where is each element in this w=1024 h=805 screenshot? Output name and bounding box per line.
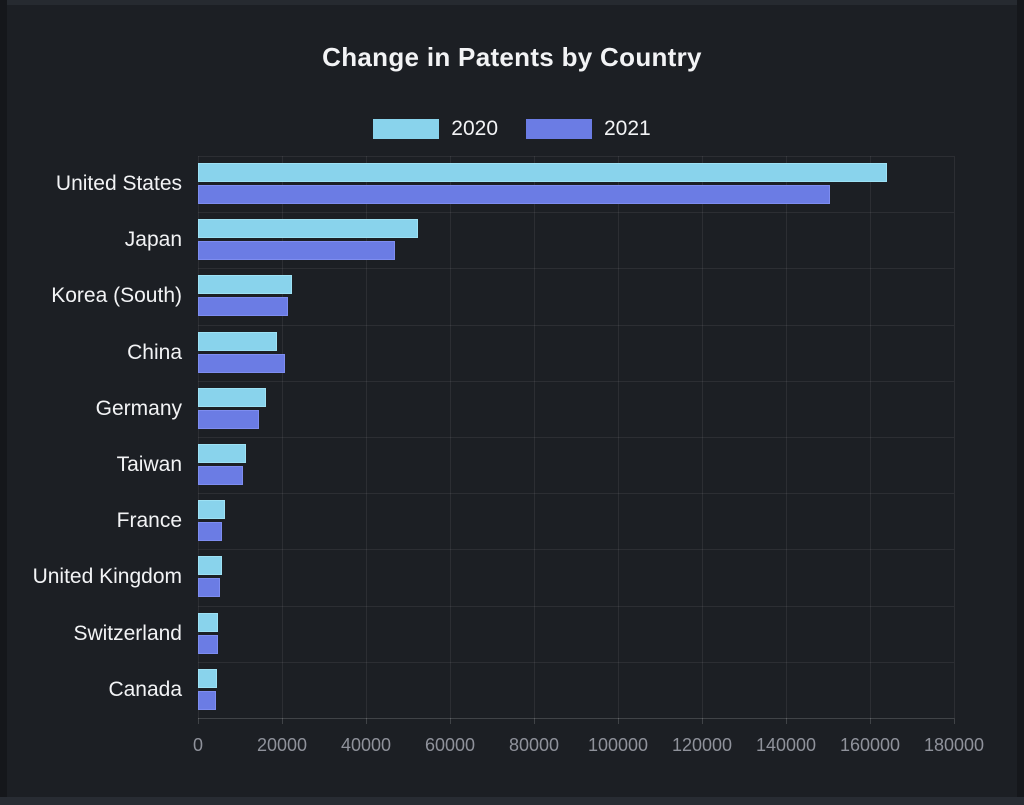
bar-switzerland-2021[interactable] [198,635,218,654]
bar-japan-2020[interactable] [198,219,418,238]
horizontal-gridline [198,268,954,269]
category-label-korea-south: Korea (South) [51,284,182,308]
category-label-france: France [116,509,182,533]
x-axis-tick-label: 20000 [256,735,308,755]
horizontal-gridline [198,662,954,663]
horizontal-gridline [198,325,954,326]
x-axis-tick-mark [702,718,703,724]
category-label-taiwan: Taiwan [116,453,182,477]
x-axis-tick-label: 140000 [755,735,817,755]
x-axis-tick-mark [198,718,199,724]
vertical-gridline [618,156,619,718]
bar-united-kingdom-2021[interactable] [198,578,220,597]
window-bottom-edge [0,797,1024,805]
legend-item-2020[interactable]: 2020 [373,118,498,140]
x-axis-tick-label: 160000 [839,735,901,755]
horizontal-gridline [198,606,954,607]
x-axis-tick-label: 60000 [424,735,476,755]
vertical-gridline [198,156,199,718]
bar-korea-south-2020[interactable] [198,275,292,294]
bar-canada-2020[interactable] [198,669,217,688]
bar-united-kingdom-2020[interactable] [198,556,222,575]
bar-china-2020[interactable] [198,332,277,351]
bar-japan-2021[interactable] [198,241,395,260]
x-axis-tick-label: 80000 [508,735,560,755]
x-axis-tick-label: 180000 [923,735,985,755]
vertical-gridline [870,156,871,718]
vertical-gridline [534,156,535,718]
horizontal-gridline [198,437,954,438]
category-label-japan: Japan [124,228,182,252]
horizontal-gridline [198,156,954,157]
bar-china-2021[interactable] [198,354,285,373]
bar-canada-2021[interactable] [198,691,216,710]
x-axis-line [198,718,954,719]
window-top-edge [0,0,1024,5]
legend-label-2021: 2021 [604,117,651,140]
category-label-canada: Canada [108,677,182,701]
legend-item-2021[interactable]: 2021 [526,118,651,140]
bar-germany-2020[interactable] [198,388,266,407]
bar-united-states-2020[interactable] [198,163,887,182]
plot-area [198,156,955,724]
chart-title: Change in Patents by Country [322,42,702,72]
window-left-edge [0,0,7,805]
x-axis-tick-label: 0 [192,735,204,755]
chart-legend: 2020 2021 [0,118,1024,140]
bar-switzerland-2020[interactable] [198,613,218,632]
bar-france-2021[interactable] [198,522,222,541]
category-label-china: China [127,340,182,364]
bar-germany-2021[interactable] [198,410,259,429]
value-axis-tick-labels: 0 20000 40000 60000 80000 100000 120000 140000 1… [193,735,984,759]
horizontal-gridline [198,381,954,382]
category-label-united-states: United States [55,172,182,196]
bar-korea-south-2021[interactable] [198,297,288,316]
horizontal-gridline [198,493,954,494]
vertical-gridline [954,156,955,718]
category-label-united-kingdom: United Kingdom [32,565,182,589]
legend-label-2020: 2020 [451,117,498,140]
x-axis-tick-mark [282,718,283,724]
x-axis-tick-mark [870,718,871,724]
x-axis-tick-mark [534,718,535,724]
legend-swatch-2020 [373,119,440,139]
vertical-gridline [366,156,367,718]
x-axis-tick-mark [954,718,955,724]
horizontal-gridline [198,549,954,550]
x-axis-tick-label: 120000 [671,735,733,755]
window-right-edge [1017,0,1024,805]
x-axis-tick-mark [786,718,787,724]
x-axis-tick-label: 40000 [340,735,392,755]
category-label-germany: Germany [95,396,182,420]
x-axis-tick-mark [366,718,367,724]
x-axis-tick-mark [618,718,619,724]
x-axis-tick-label: 100000 [587,735,649,755]
bar-france-2020[interactable] [198,500,225,519]
bar-taiwan-2021[interactable] [198,466,243,485]
horizontal-gridline [198,212,954,213]
bar-taiwan-2020[interactable] [198,444,246,463]
x-axis-tick-mark [450,718,451,724]
legend-swatch-2021 [526,119,592,139]
bar-united-states-2021[interactable] [198,185,830,204]
vertical-gridline [702,156,703,718]
category-label-switzerland: Switzerland [73,621,182,645]
vertical-gridline [786,156,787,718]
vertical-gridline [282,156,283,718]
vertical-gridline [450,156,451,718]
category-axis-labels: United States Japan Korea (South) China Germ… [0,156,182,718]
